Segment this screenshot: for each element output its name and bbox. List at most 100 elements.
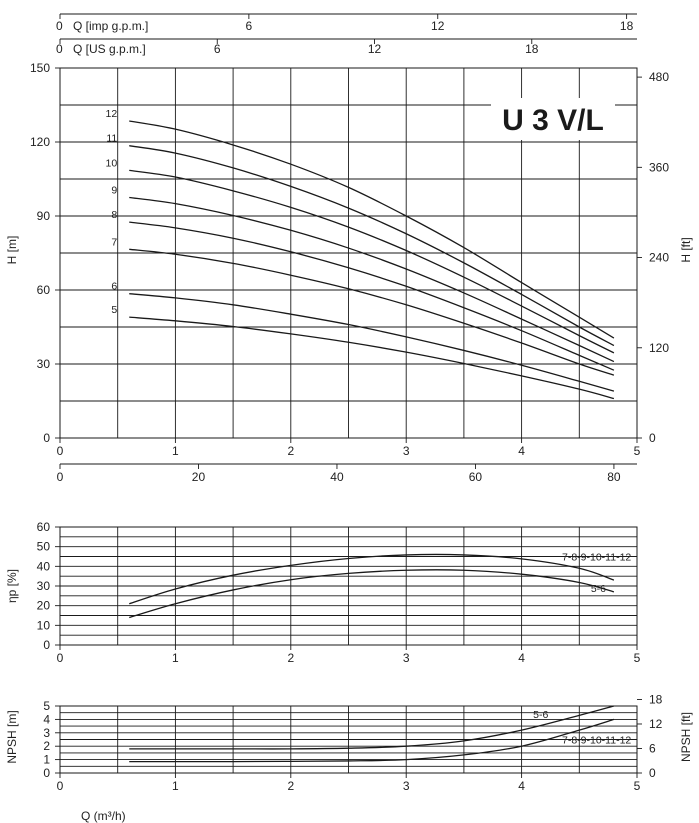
ft-tick-label: 480 <box>649 70 669 84</box>
x-tick-label: 1 <box>172 651 179 665</box>
npsh-grid <box>59 705 638 774</box>
lmin-ticks: 0 20 40 60 80 <box>57 463 637 484</box>
x-tick-label: 2 <box>287 444 294 458</box>
lmin-tick-label: 60 <box>469 470 483 484</box>
x-tick-label: 5 <box>634 651 641 665</box>
head-y-ticks-right: 0 120 240 360 480 <box>637 70 669 445</box>
npsh-curves <box>129 705 615 763</box>
lmin-tick-label: 40 <box>330 470 344 484</box>
imp-gpm-ticks: 6 12 18 <box>59 14 634 33</box>
x-tick-label: 1 <box>172 444 179 458</box>
npsh-y-ticks-right: 0 6 12 18 <box>637 692 663 780</box>
y-tick-label: 5 <box>43 699 50 713</box>
efficiency-y-ticks: 0 10 20 30 40 50 60 <box>37 520 60 652</box>
us-gpm-axis-label: Q [US g.p.m.] <box>73 42 146 56</box>
plot-frame <box>59 67 638 439</box>
x-tick-label: 0 <box>57 444 64 458</box>
imp-tick-label: 12 <box>431 19 445 33</box>
ft-tick-label: 0 <box>649 431 656 445</box>
y-tick-label: 0 <box>43 766 50 780</box>
y-tick-label: 1 <box>43 753 50 767</box>
y-tick-label: 0 <box>43 638 50 652</box>
head-x-ticks: 0 1 2 3 4 5 <box>57 438 641 458</box>
ft-tick-label: 120 <box>649 341 669 355</box>
efficiency-chart: 7-8-9-10-11-12 5-6 0 10 20 30 40 50 60 0 1 2 3 4 5 η… <box>5 520 641 665</box>
efficiency-y-label: ηp [%] <box>5 569 19 603</box>
series-label-12: 12 <box>106 108 118 120</box>
efficiency-grid <box>59 526 638 646</box>
series-line-10 <box>129 169 615 354</box>
us-gpm-zero: 0 <box>56 42 63 56</box>
y-tick-label: 0 <box>43 431 50 445</box>
head-y-label-right: H [ft] <box>679 237 693 262</box>
y-tick-label: 60 <box>37 520 51 534</box>
series-line-6 <box>129 293 615 392</box>
npsh-y-label-right: NPSH [ft] <box>679 712 693 762</box>
y-tick-label: 90 <box>37 209 51 223</box>
x-tick-label: 2 <box>287 651 294 665</box>
x-tick-label: 4 <box>518 779 525 793</box>
imp-gpm-axis-label: Q [imp g.p.m.] <box>73 19 148 33</box>
imp-tick-label: 6 <box>246 19 253 33</box>
title-box <box>491 98 615 140</box>
us-tick-label: 6 <box>214 42 221 56</box>
y-tick-label: 10 <box>37 618 51 632</box>
npsh-ft-tick-label: 12 <box>649 717 663 731</box>
series-label-10: 10 <box>106 157 118 169</box>
y-tick-label: 20 <box>37 599 51 613</box>
series-label-11: 11 <box>106 133 117 145</box>
series-line-12 <box>129 120 615 339</box>
series-line-8 <box>129 221 615 371</box>
x-tick-label: 3 <box>403 651 410 665</box>
y-tick-label: 3 <box>43 726 50 740</box>
y-tick-label: 40 <box>37 559 51 573</box>
x-tick-label: 4 <box>518 651 525 665</box>
x-tick-label: 2 <box>287 779 294 793</box>
x-tick-label: 0 <box>57 779 64 793</box>
us-tick-label: 18 <box>525 42 539 56</box>
npsh-ft-tick-label: 0 <box>649 766 656 780</box>
series-label-5-6: 5-6 <box>591 583 606 595</box>
y-tick-label: 120 <box>30 135 50 149</box>
series-label-7-12: 7-8-9-10-11-12 <box>562 735 631 747</box>
plot-frame <box>59 705 638 774</box>
imp-gpm-zero: 0 <box>56 19 63 33</box>
y-tick-label: 30 <box>37 357 51 371</box>
series-label-5-6: 5-6 <box>533 709 548 721</box>
x-tick-label: 5 <box>634 444 641 458</box>
lmin-tick-label: 80 <box>607 470 621 484</box>
series-line-5-6 <box>129 705 615 750</box>
x-tick-label: 4 <box>518 444 525 458</box>
y-tick-label: 2 <box>43 739 50 753</box>
series-line-9 <box>129 196 615 363</box>
npsh-ft-tick-label: 18 <box>649 692 663 706</box>
y-tick-label: 30 <box>37 579 51 593</box>
efficiency-series-labels: 7-8-9-10-11-12 5-6 <box>562 552 631 595</box>
lmin-tick-label: 0 <box>57 470 64 484</box>
npsh-x-label: Q (m³/h) <box>81 809 126 823</box>
series-line-7-8-9-10-11-12 <box>129 718 615 763</box>
npsh-ft-tick-label: 6 <box>649 741 656 755</box>
ft-tick-label: 360 <box>649 160 669 174</box>
series-label-7-12: 7-8-9-10-11-12 <box>562 552 631 564</box>
head-series-labels: 12 11 10 9 8 7 6 5 <box>106 108 118 316</box>
series-line-5-6 <box>129 569 615 619</box>
us-gpm-ticks: 6 12 18 <box>59 39 539 56</box>
ft-tick-label: 240 <box>649 251 669 265</box>
efficiency-x-ticks: 0 1 2 3 4 5 <box>57 645 641 665</box>
npsh-series-labels: 5-6 7-8-9-10-11-12 <box>533 709 631 746</box>
x-tick-label: 3 <box>403 779 410 793</box>
us-tick-label: 12 <box>368 42 382 56</box>
series-label-7: 7 <box>111 236 117 248</box>
series-line-7 <box>129 248 615 376</box>
x-tick-label: 3 <box>403 444 410 458</box>
y-tick-label: 50 <box>37 540 51 554</box>
head-y-label: H [m] <box>5 236 19 265</box>
y-tick-label: 60 <box>37 283 51 297</box>
series-line-5 <box>129 316 615 400</box>
x-tick-label: 0 <box>57 651 64 665</box>
head-y-ticks: 0 30 60 90 120 150 <box>30 61 60 445</box>
